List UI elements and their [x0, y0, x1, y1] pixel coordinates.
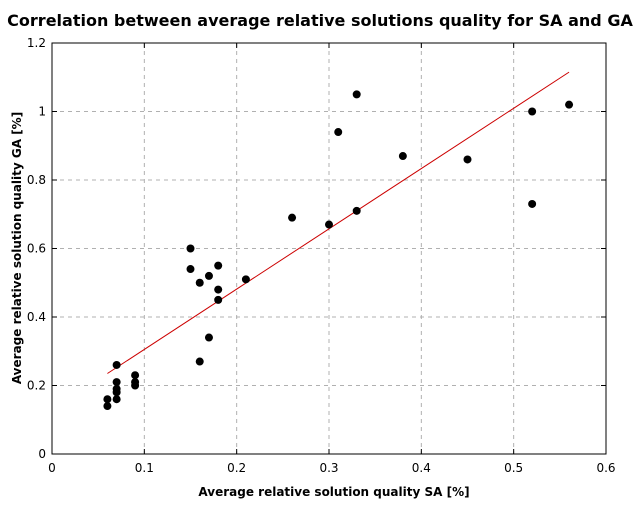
data-point — [195, 357, 204, 366]
trend-line — [107, 71, 570, 374]
data-point — [112, 360, 121, 369]
data-point — [131, 378, 140, 387]
data-point — [195, 278, 204, 287]
y-tick-label: 0 — [38, 447, 46, 461]
data-point — [214, 261, 223, 270]
y-axis-label: Average relative solution quality GA [%] — [10, 112, 24, 384]
data-point — [204, 333, 213, 342]
grid-layer — [52, 43, 606, 454]
chart-title: Correlation between average relative sol… — [7, 11, 633, 30]
x-tick-label: 0.1 — [135, 461, 154, 475]
axis-ticks: 0 0.1 0.2 0.3 0.4 0.5 0.6 0 0.2 0.4 0.6 0.8 1 1.2 — [27, 36, 616, 475]
data-point — [565, 100, 574, 109]
data-point — [334, 128, 343, 137]
x-tick-label: 0.2 — [227, 461, 246, 475]
x-tick-label: 0.6 — [596, 461, 615, 475]
y-tick-label: 1.2 — [27, 36, 46, 50]
data-point — [214, 295, 223, 304]
data-point — [528, 107, 537, 116]
data-point — [241, 275, 250, 284]
y-tick-label: 1 — [38, 105, 46, 119]
data-point — [131, 371, 140, 380]
data-point — [204, 271, 213, 280]
data-point — [463, 155, 472, 164]
data-point — [398, 152, 407, 161]
data-point — [112, 384, 121, 393]
data-point — [352, 90, 361, 99]
data-point — [112, 378, 121, 387]
data-point — [214, 285, 223, 294]
data-point — [528, 199, 537, 208]
y-tick-label: 0.8 — [27, 173, 46, 187]
data-points-layer — [103, 90, 574, 411]
data-point — [186, 244, 195, 253]
data-point — [112, 395, 121, 404]
x-tick-label: 0.3 — [319, 461, 338, 475]
x-tick-label: 0 — [48, 461, 56, 475]
data-point — [288, 213, 297, 222]
y-tick-label: 0.4 — [27, 310, 46, 324]
data-point — [103, 402, 112, 411]
x-tick-label: 0.4 — [412, 461, 431, 475]
y-tick-label: 0.6 — [27, 242, 46, 256]
data-point — [186, 265, 195, 274]
trend-line-layer — [107, 71, 570, 374]
y-tick-label: 0.2 — [27, 379, 46, 393]
data-point — [325, 220, 333, 229]
x-tick-label: 0.5 — [504, 461, 523, 475]
x-axis-label: Average relative solution quality SA [%] — [198, 485, 469, 499]
data-point — [352, 206, 361, 215]
data-point — [103, 395, 112, 404]
